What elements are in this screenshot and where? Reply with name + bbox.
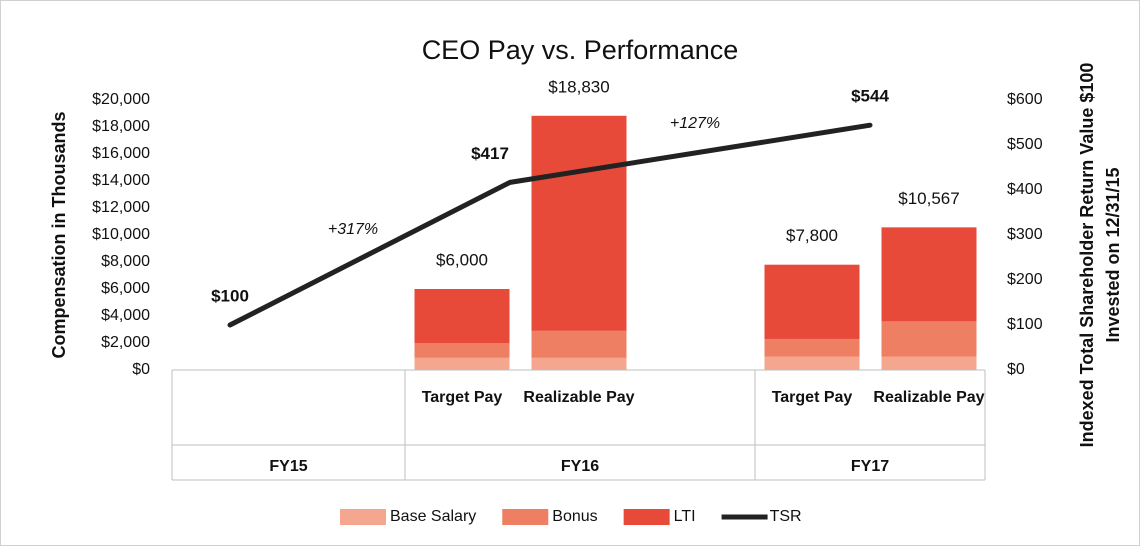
x-tick-label: Target Pay <box>771 389 853 406</box>
y2-tick-label: $500 <box>1007 136 1043 153</box>
total-label: $7,800 <box>786 226 838 245</box>
y2-tick-label: $400 <box>1007 181 1043 198</box>
y-tick-label: $8,000 <box>101 253 150 270</box>
x-tick-label-box: Realizable Pay <box>523 389 635 406</box>
x-tick-label-box: Target Pay <box>421 389 503 406</box>
x-tick-label: Realizable Pay <box>873 389 985 406</box>
bar-segment <box>414 357 510 370</box>
bar-segment <box>764 338 860 357</box>
y-tick-label: $14,000 <box>92 172 150 189</box>
legend-label: LTI <box>674 508 696 525</box>
annotation: +317% <box>328 221 378 238</box>
legend-swatch <box>623 509 670 525</box>
y2-tick-label: $200 <box>1007 271 1043 288</box>
bar-segment <box>881 356 977 370</box>
tsr-line <box>227 122 873 328</box>
total-label: $18,830 <box>548 77 609 96</box>
y-tick-label: $20,000 <box>92 91 150 108</box>
tsr-label: $417 <box>471 144 509 163</box>
y2-tick-label: $600 <box>1007 91 1043 108</box>
y-tick-label: $4,000 <box>101 307 150 324</box>
y-tick-label: $10,000 <box>92 226 150 243</box>
y-tick-label: $18,000 <box>92 118 150 135</box>
y-tick-label: $12,000 <box>92 199 150 216</box>
bar-segment <box>531 330 627 358</box>
bar-segment <box>881 227 977 322</box>
y-axis-label: Compensation in Thousands <box>49 111 69 358</box>
bar-segment <box>764 264 860 339</box>
group-label: FY15 <box>269 458 307 475</box>
y-tick-label: $0 <box>132 361 150 378</box>
x-tick-label: Realizable Pay <box>523 389 635 406</box>
tsr-label: $100 <box>211 286 249 305</box>
y2-tick-label: $0 <box>1007 361 1025 378</box>
legend-label: TSR <box>770 508 802 525</box>
x-tick-label-box: Realizable Pay <box>873 389 985 406</box>
group-label: FY16 <box>561 458 599 475</box>
y2-axis-label: Indexed Total Shareholder Return Value $… <box>1077 62 1123 448</box>
legend-swatch <box>502 509 549 525</box>
legend-swatch <box>340 509 386 525</box>
bar-segment <box>531 115 627 331</box>
legend-label: Base Salary <box>390 508 476 525</box>
y-tick-label: $16,000 <box>92 145 150 162</box>
y2-axis-label-box: Indexed Total Shareholder Return Value $… <box>1077 62 1123 448</box>
bar-segment <box>764 356 860 370</box>
y2-tick-label: $100 <box>1007 316 1043 333</box>
y2-tick-label: $300 <box>1007 226 1043 243</box>
annotation: +127% <box>670 115 720 132</box>
y-tick-label: $6,000 <box>101 280 150 297</box>
group-label: FY17 <box>851 458 889 475</box>
bar-segment <box>414 343 510 358</box>
x-tick-label: Target Pay <box>421 389 503 406</box>
legend-label: Bonus <box>552 508 597 525</box>
tsr-label: $544 <box>851 87 889 106</box>
bar-segment <box>414 289 510 343</box>
bar-segment <box>881 321 977 357</box>
x-tick-label-box: Target Pay <box>771 389 853 406</box>
chart-title: CEO Pay vs. Performance <box>422 35 739 65</box>
bar-segment <box>531 357 627 370</box>
y-tick-label: $2,000 <box>101 334 150 351</box>
total-label: $10,567 <box>898 189 959 208</box>
total-label: $6,000 <box>436 250 488 269</box>
